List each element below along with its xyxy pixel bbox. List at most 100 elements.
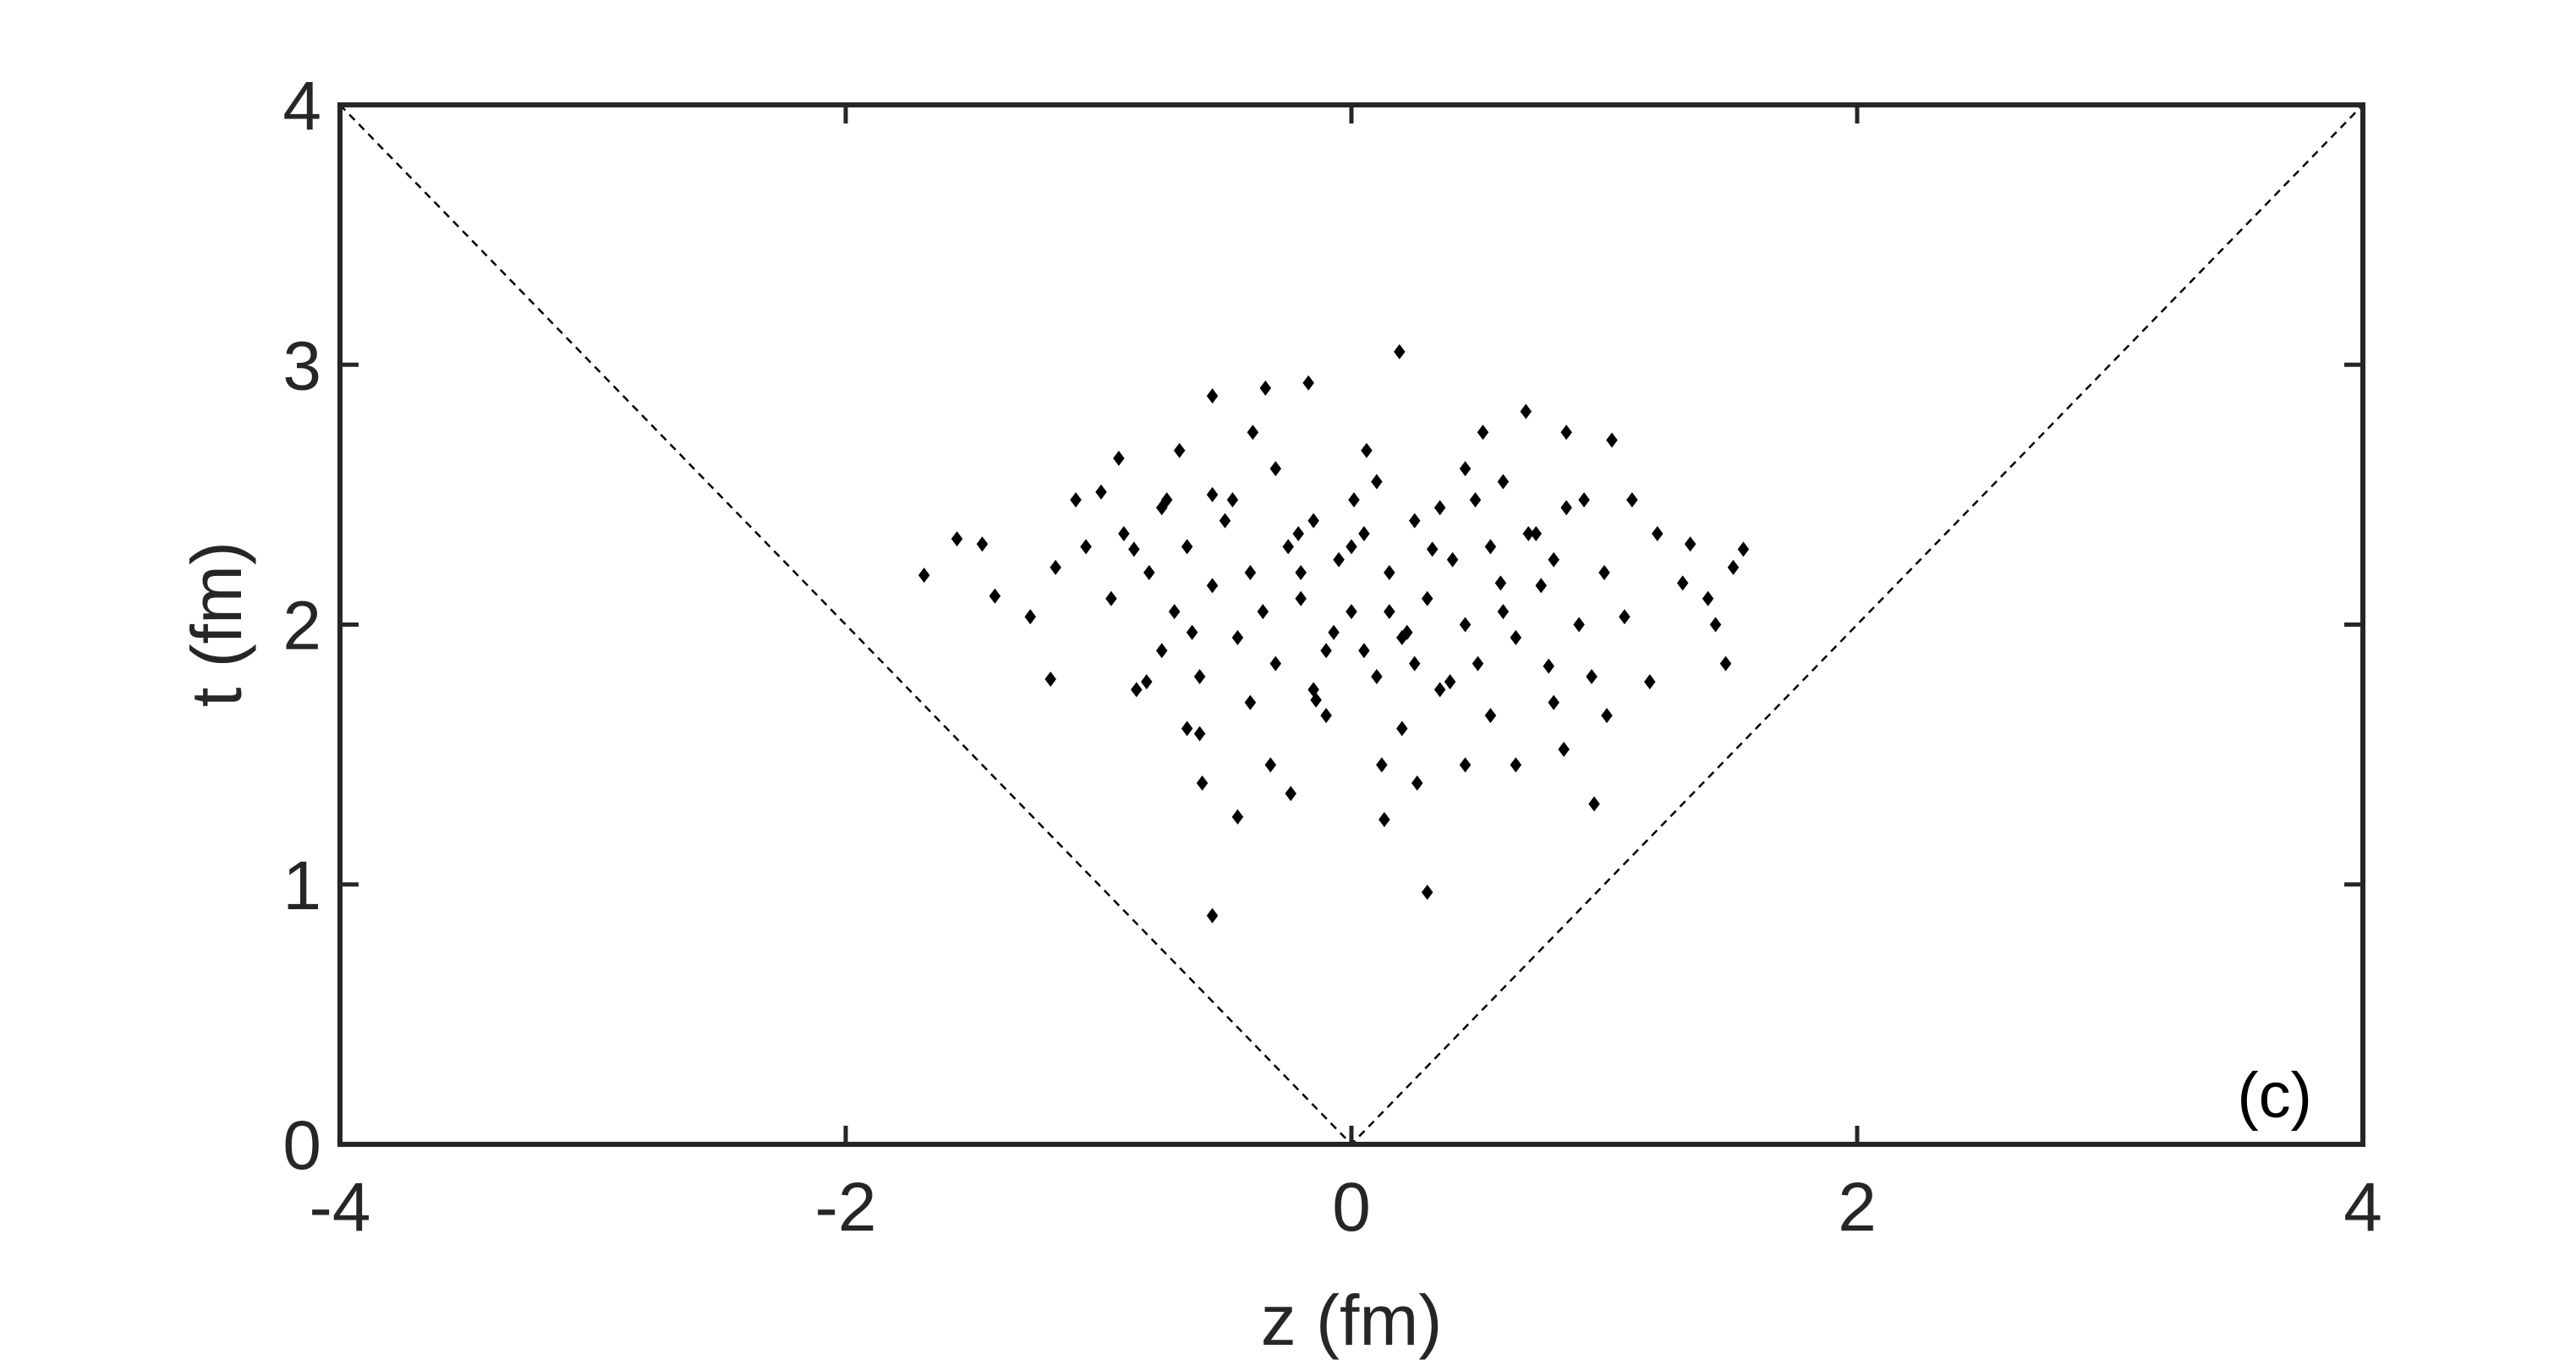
point bbox=[1522, 525, 1535, 541]
point bbox=[1573, 617, 1585, 633]
point bbox=[1320, 708, 1332, 724]
point bbox=[1141, 674, 1153, 690]
point bbox=[1606, 432, 1618, 448]
point bbox=[1307, 513, 1319, 529]
point bbox=[1586, 668, 1598, 684]
point bbox=[1469, 492, 1482, 508]
point bbox=[1226, 492, 1239, 508]
point bbox=[1433, 682, 1446, 698]
point bbox=[1644, 674, 1656, 690]
point bbox=[1156, 643, 1168, 659]
point bbox=[1619, 609, 1631, 625]
point bbox=[1378, 811, 1390, 827]
point bbox=[1346, 539, 1357, 555]
point bbox=[1709, 617, 1722, 633]
point bbox=[1433, 500, 1446, 516]
point bbox=[1295, 590, 1307, 606]
point bbox=[1206, 486, 1219, 502]
point bbox=[1050, 559, 1061, 575]
point bbox=[1292, 525, 1304, 541]
y-tick-label: 2 bbox=[282, 588, 321, 665]
point bbox=[1626, 492, 1638, 508]
point bbox=[1143, 565, 1155, 581]
point bbox=[1676, 575, 1689, 591]
point bbox=[1497, 474, 1510, 490]
point bbox=[1371, 474, 1383, 490]
point bbox=[1396, 629, 1408, 645]
point bbox=[1285, 786, 1296, 802]
point bbox=[1219, 513, 1231, 529]
point bbox=[1095, 484, 1107, 500]
point bbox=[1173, 442, 1186, 458]
point bbox=[989, 588, 1001, 604]
point bbox=[1394, 343, 1406, 359]
annotation: (c) bbox=[2237, 1060, 2312, 1132]
point bbox=[1206, 908, 1219, 924]
point bbox=[1494, 575, 1507, 591]
point bbox=[1193, 668, 1206, 684]
x-axis-label: z (fm) bbox=[1261, 1280, 1443, 1360]
point bbox=[1384, 565, 1395, 581]
point bbox=[1446, 551, 1459, 568]
point bbox=[1543, 658, 1554, 674]
point bbox=[1396, 721, 1408, 737]
point bbox=[1459, 617, 1472, 633]
point bbox=[1105, 590, 1117, 606]
point bbox=[1128, 541, 1140, 557]
point bbox=[1113, 450, 1125, 466]
point bbox=[1484, 708, 1497, 724]
x-tick-label: -4 bbox=[310, 1169, 371, 1246]
point bbox=[1307, 682, 1319, 698]
point bbox=[1186, 624, 1198, 640]
point bbox=[1560, 500, 1572, 516]
point bbox=[1156, 500, 1168, 516]
x-tick-label: 0 bbox=[1332, 1169, 1371, 1246]
point bbox=[1684, 536, 1696, 552]
point bbox=[1257, 604, 1269, 620]
y-tick-label: 0 bbox=[282, 1107, 321, 1184]
point bbox=[1044, 672, 1056, 688]
point bbox=[1558, 741, 1570, 757]
point bbox=[1384, 604, 1395, 620]
point bbox=[1196, 775, 1209, 791]
point bbox=[1411, 775, 1423, 791]
point bbox=[1376, 757, 1388, 773]
point bbox=[1727, 559, 1740, 575]
point bbox=[1193, 726, 1206, 742]
point bbox=[1295, 565, 1307, 581]
point bbox=[1269, 461, 1282, 477]
point bbox=[1409, 655, 1421, 672]
point bbox=[1244, 565, 1257, 581]
point bbox=[1588, 796, 1600, 812]
point bbox=[1598, 565, 1610, 581]
point bbox=[1181, 721, 1193, 737]
point bbox=[1024, 609, 1037, 625]
x-tick-label: 2 bbox=[1838, 1169, 1877, 1246]
point bbox=[1719, 655, 1732, 672]
point bbox=[1361, 442, 1373, 458]
point bbox=[1346, 604, 1357, 620]
point bbox=[1231, 809, 1244, 825]
point bbox=[1535, 578, 1547, 594]
x-tick-label: -2 bbox=[815, 1169, 877, 1246]
point bbox=[1444, 674, 1456, 690]
point bbox=[1510, 757, 1522, 773]
point bbox=[951, 531, 963, 547]
point bbox=[1459, 461, 1472, 477]
point bbox=[1510, 629, 1522, 645]
point bbox=[1560, 425, 1572, 441]
point bbox=[1348, 492, 1360, 508]
point bbox=[1652, 525, 1663, 541]
point bbox=[1601, 708, 1613, 724]
point bbox=[1320, 643, 1332, 659]
point bbox=[1548, 551, 1559, 568]
point bbox=[976, 536, 989, 552]
point bbox=[918, 568, 930, 584]
point bbox=[1264, 757, 1277, 773]
point bbox=[1118, 525, 1130, 541]
point bbox=[1070, 492, 1082, 508]
point bbox=[1358, 525, 1370, 541]
point bbox=[1206, 388, 1219, 404]
